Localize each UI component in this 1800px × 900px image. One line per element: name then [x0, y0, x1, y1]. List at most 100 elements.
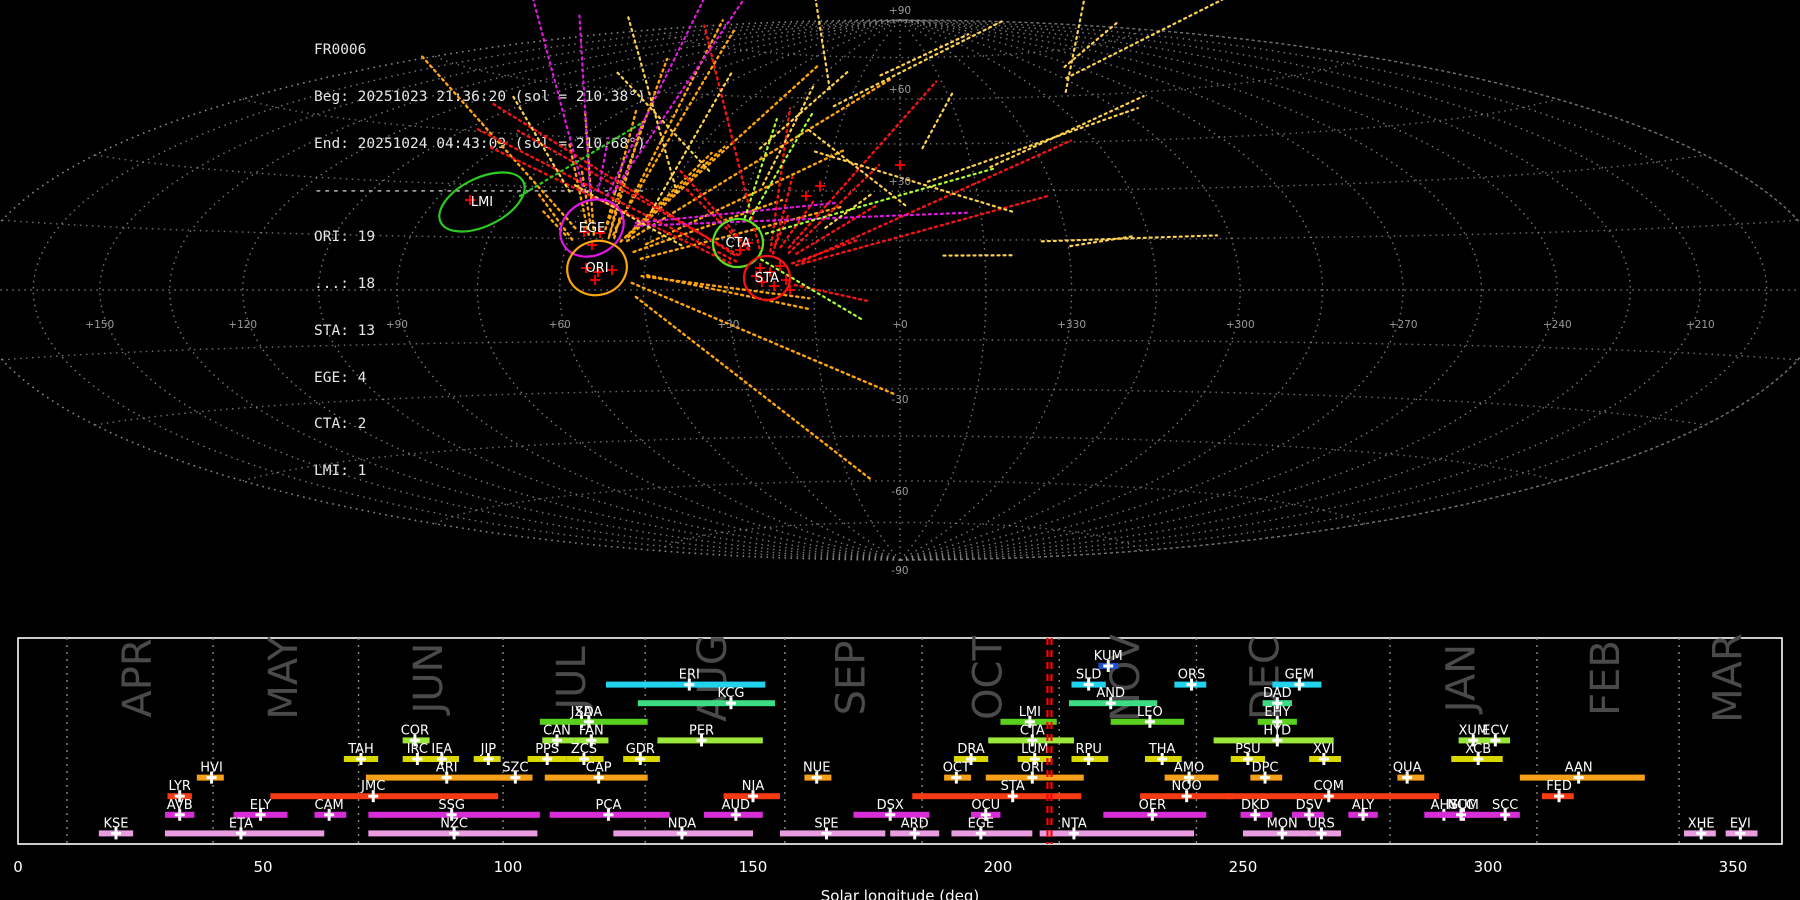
- shower-bar-lmi[interactable]: LMI: [1000, 705, 1057, 728]
- shower-bar-tha[interactable]: THA: [1145, 742, 1182, 765]
- shower-code-label: ELY: [250, 798, 272, 813]
- shower-code-label: LUM: [1021, 742, 1048, 757]
- shower-bar-nta[interactable]: NTA: [1039, 816, 1194, 840]
- peak-marker: [1186, 678, 1197, 691]
- shower-bar-aan[interactable]: AAN: [1519, 761, 1645, 784]
- peak-marker: [436, 753, 447, 765]
- shower-bar-mon[interactable]: MON: [1243, 816, 1310, 840]
- radiant-ellipse-cta[interactable]: [709, 215, 767, 271]
- shower-bar-iea[interactable]: IEA: [424, 742, 459, 765]
- shower-bar-rpu[interactable]: RPU: [1071, 742, 1109, 765]
- shower-code-label: ECV: [1482, 723, 1508, 738]
- shower-bar-ssg[interactable]: SSG: [368, 798, 540, 821]
- radiant-ellipse-lmi[interactable]: [430, 160, 534, 243]
- shower-bar-tah[interactable]: TAH: [343, 742, 379, 765]
- shower-bar-kcg[interactable]: KCG: [637, 686, 776, 710]
- shower-code-label: TAH: [347, 742, 374, 757]
- shower-bar-cor[interactable]: COR: [401, 723, 430, 747]
- shower-bar-leo[interactable]: LEO: [1110, 705, 1185, 728]
- shower-bar-cta[interactable]: CTA: [988, 723, 1074, 747]
- shower-bar-dpc[interactable]: DPC: [1250, 761, 1283, 784]
- shower-bar-gem[interactable]: GEM: [1272, 668, 1322, 691]
- shower-bar-xcb[interactable]: XCB: [1451, 742, 1503, 765]
- peak-marker: [583, 715, 594, 728]
- shower-bar-eri[interactable]: ERI: [606, 668, 766, 691]
- shower-bar-lyr[interactable]: LYR: [167, 779, 192, 803]
- shower-bar-fed[interactable]: FED: [1541, 779, 1574, 803]
- shower-bar-xvi[interactable]: XVI: [1309, 742, 1341, 765]
- shower-bar-xum[interactable]: XUM: [1458, 723, 1488, 747]
- shower-bar-psu[interactable]: PSU: [1230, 742, 1266, 765]
- shower-bar-dad[interactable]: DAD: [1262, 686, 1292, 710]
- shower-bar-kum[interactable]: KUM: [1094, 649, 1123, 672]
- shower-bar-per[interactable]: PER: [657, 723, 763, 747]
- shower-bar-cam[interactable]: CAM: [314, 798, 347, 821]
- shower-bar-jip[interactable]: JIP: [473, 742, 501, 765]
- shower-bar-scc[interactable]: SCC: [1488, 798, 1520, 821]
- shower-bar-dkd[interactable]: DKD: [1240, 798, 1273, 821]
- shower-bar-noo[interactable]: NOO: [1140, 779, 1234, 803]
- shower-bar-ely[interactable]: ELY: [233, 798, 288, 821]
- shower-bar-ari[interactable]: ARI: [365, 761, 528, 784]
- shower-bar-irc[interactable]: IRC: [402, 742, 433, 765]
- shower-bar-nia[interactable]: NIA: [723, 779, 780, 803]
- shower-bar-kse[interactable]: KSE: [98, 816, 134, 840]
- shower-bar-szc[interactable]: SZC: [500, 761, 533, 784]
- lon-label-p300: +300: [1226, 319, 1255, 331]
- shower-bar-hvi[interactable]: HVI: [196, 761, 224, 784]
- peak-marker: [885, 808, 896, 821]
- shower-bar-nda[interactable]: NDA: [613, 816, 753, 840]
- shower-bar-qua[interactable]: QUA: [1393, 761, 1425, 784]
- peak-marker: [1027, 734, 1038, 747]
- shower-bar-ecv[interactable]: ECV: [1482, 723, 1511, 747]
- shower-bar-nzc[interactable]: NZC: [368, 816, 538, 840]
- shower-bar-spe[interactable]: SPE: [779, 816, 886, 840]
- shower-bar-sld[interactable]: SLD: [1071, 668, 1106, 691]
- shower-bar-eta[interactable]: ETA: [165, 816, 325, 840]
- shower-bar-ocu[interactable]: OCU: [971, 798, 1001, 821]
- shower-bar-ehy[interactable]: EHY: [1257, 705, 1297, 728]
- shower-bar-ncc[interactable]: NCC: [1439, 798, 1488, 821]
- month-label-jun: JUN: [406, 643, 452, 717]
- shower-bar-aly[interactable]: ALY: [1348, 798, 1378, 821]
- shower-bar-dra[interactable]: DRA: [953, 742, 989, 765]
- shower-bar-ori[interactable]: ORI: [985, 761, 1084, 784]
- shower-bar-dsv[interactable]: DSV: [1292, 798, 1324, 821]
- shower-bar-jmc[interactable]: JMC: [270, 779, 499, 803]
- shower-bar-and[interactable]: AND: [1069, 686, 1158, 710]
- shower-bar-gdr[interactable]: GDR: [623, 742, 660, 765]
- shower-code-label: NZC: [440, 816, 468, 831]
- shower-bar-lum[interactable]: LUM: [1017, 742, 1052, 765]
- peak-marker: [975, 827, 986, 840]
- shower-bar-ors[interactable]: ORS: [1174, 668, 1207, 691]
- shower-bar-avb[interactable]: AVB: [165, 798, 195, 821]
- latitude-tick-labels: +90 +60 +30 -30 -60 -90: [889, 5, 911, 577]
- shower-bar-ard[interactable]: ARD: [890, 816, 940, 840]
- shower-bar-sda[interactable]: SDA: [539, 705, 648, 728]
- shower-bar-urs[interactable]: URS: [1301, 816, 1341, 840]
- shower-bar-oer[interactable]: OER: [1103, 798, 1207, 821]
- lon-label-p270: +270: [1389, 319, 1418, 331]
- peak-marker: [578, 753, 589, 765]
- shower-code-label: OCT: [943, 761, 970, 776]
- shower-bar-amo[interactable]: AMO: [1164, 761, 1219, 784]
- shower-bar-oct[interactable]: OCT: [943, 761, 972, 784]
- shower-bar-cap[interactable]: CAP: [544, 761, 648, 784]
- shower-bar-fan[interactable]: FAN: [574, 723, 609, 747]
- shower-bar-xhe[interactable]: XHE: [1684, 816, 1716, 840]
- radiant-ellipse-ori[interactable]: [561, 234, 633, 302]
- shower-bar-evi[interactable]: EVI: [1725, 816, 1758, 840]
- shower-bar-aud[interactable]: AUD: [704, 798, 763, 821]
- shower-bar-ege[interactable]: EGE: [951, 816, 1033, 840]
- shower-bar-zcs[interactable]: ZCS: [566, 742, 604, 765]
- shower-bar-hyd[interactable]: HYD: [1213, 723, 1334, 747]
- radiant-ellipse-sta[interactable]: [742, 254, 792, 302]
- shower-bar-sta[interactable]: STA: [912, 779, 1082, 803]
- shower-bar-pca[interactable]: PCA: [549, 798, 670, 821]
- shower-bar-dsx[interactable]: DSX: [853, 798, 930, 821]
- shower-bar-com[interactable]: COM: [1225, 779, 1439, 803]
- shower-bar-can[interactable]: CAN: [542, 723, 575, 747]
- radiant-ellipse-ege[interactable]: [550, 188, 634, 268]
- shower-bar-pps[interactable]: PPS: [527, 742, 567, 765]
- shower-bar-nue[interactable]: NUE: [803, 761, 832, 784]
